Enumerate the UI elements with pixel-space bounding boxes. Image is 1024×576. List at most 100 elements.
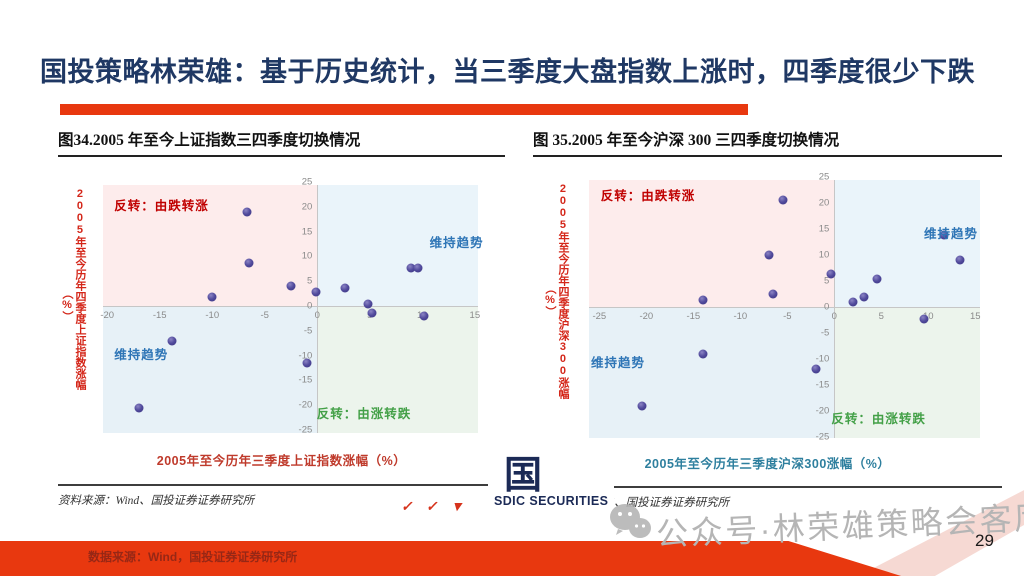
y-axis-unit: （%） bbox=[60, 288, 73, 322]
quadrant-bg-bl bbox=[103, 306, 318, 433]
scatter-point bbox=[340, 283, 350, 293]
scatter-point bbox=[811, 364, 821, 374]
scatter-point bbox=[406, 263, 416, 273]
x-tick-label: -20 bbox=[100, 310, 115, 322]
scatter-point bbox=[826, 269, 836, 279]
x-axis-line bbox=[589, 306, 980, 308]
quadrant-label-br: 反转：由涨转跌 bbox=[831, 412, 926, 427]
quadrant-label-bl: 维持趋势 bbox=[114, 347, 169, 362]
chart-title: 图34.2005 年至今上证指数三四季度切换情况 bbox=[58, 128, 505, 157]
quadrant-label-tl: 反转：由跌转涨 bbox=[114, 198, 209, 213]
y-tick-label: -10 bbox=[298, 350, 313, 362]
quadrant-bg-br bbox=[317, 306, 478, 433]
scatter-point bbox=[367, 308, 377, 318]
quadrant-label-br: 反转：由涨转跌 bbox=[316, 407, 412, 422]
scatter-point bbox=[764, 250, 774, 260]
x-tick-label: 0 bbox=[314, 310, 320, 322]
x-axis-title: 2005年至今历年三季度上证指数涨幅（%） bbox=[156, 454, 407, 468]
scatter-point bbox=[872, 274, 882, 284]
scatter-point bbox=[207, 292, 217, 302]
scatter-point bbox=[919, 314, 929, 324]
quadrant-label-bl: 维持趋势 bbox=[590, 355, 645, 370]
scatter-point bbox=[637, 401, 647, 411]
y-axis-line bbox=[317, 185, 319, 433]
y-axis-label-text: 2005年至今历年四季度沪深300涨幅 bbox=[556, 183, 569, 399]
scatter-point bbox=[955, 255, 965, 265]
y-tick-label: -15 bbox=[298, 374, 313, 386]
chart-panel-shanghai-index: 图34.2005 年至今上证指数三四季度切换情况 2005年至今历年四季度上证指… bbox=[58, 128, 505, 507]
wechat-icon bbox=[608, 502, 654, 549]
x-axis-line bbox=[103, 306, 478, 308]
scatter-point bbox=[698, 349, 708, 359]
scatter-point bbox=[244, 258, 254, 268]
scatter-point bbox=[167, 336, 177, 346]
y-axis-line bbox=[834, 180, 836, 438]
scatter-point bbox=[859, 292, 869, 302]
y-tick-label: 10 bbox=[301, 250, 313, 262]
quadrant-bg-bl bbox=[589, 306, 835, 438]
x-tick-label: -10 bbox=[733, 310, 748, 322]
quadrant-bg-br bbox=[834, 306, 980, 438]
y-tick-label: 20 bbox=[818, 197, 830, 209]
y-tick-label: -25 bbox=[815, 431, 830, 443]
scatter-point bbox=[768, 289, 778, 299]
x-tick-label: -15 bbox=[152, 310, 167, 322]
y-axis-label: 2005年至今历年四季度沪深300涨幅 （%） bbox=[543, 183, 569, 438]
y-tick-label: -15 bbox=[815, 379, 830, 391]
footer-data-source: 数据来源：Wind，国投证券证券研究所 bbox=[88, 550, 298, 564]
y-axis-unit: （%） bbox=[543, 283, 556, 317]
scatter-point bbox=[778, 195, 788, 205]
sdic-logo-text: SDIC SECURITIES bbox=[494, 494, 609, 509]
x-tick-label: 5 bbox=[878, 310, 884, 322]
check-icon: ✓ bbox=[400, 498, 416, 514]
chart-panel-csi300: 图 35.2005 年至今沪深 300 三四季度切换情况 2005年至今历年四季… bbox=[533, 128, 1002, 509]
x-tick-label: -15 bbox=[686, 310, 701, 322]
scatter-point bbox=[311, 287, 321, 297]
footer-red-bar bbox=[0, 541, 902, 576]
y-axis-label: 2005年至今历年四季度上证指数涨幅 （%） bbox=[60, 188, 86, 438]
y-tick-label: -20 bbox=[298, 399, 313, 411]
sdic-logo: 国 SDIC SECURITIES bbox=[488, 455, 615, 511]
x-tick-label: -25 bbox=[592, 310, 607, 322]
x-tick-label: 15 bbox=[469, 310, 481, 322]
y-tick-label: 25 bbox=[818, 171, 830, 183]
x-tick-label: 0 bbox=[831, 310, 837, 322]
scatter-point bbox=[286, 281, 296, 291]
scatter-point bbox=[939, 230, 949, 240]
quadrant-label-tl: 反转：由跌转涨 bbox=[600, 189, 696, 204]
x-axis-title: 2005年至今历年三季度沪深300涨幅（%） bbox=[644, 457, 891, 471]
x-tick-label: -5 bbox=[783, 310, 792, 322]
quadrant-bg-tl bbox=[589, 180, 835, 307]
x-tick-label: 15 bbox=[970, 310, 981, 322]
quadrant-label-tr: 维持趋势 bbox=[924, 226, 979, 241]
plot-area: -20-15-10-50510152520151050-5-10-15-20-2… bbox=[100, 177, 482, 436]
quadrant-bg-tr bbox=[834, 180, 980, 307]
check-icon: ✓ bbox=[425, 498, 441, 514]
y-tick-label: -5 bbox=[820, 327, 830, 339]
red-check-marks: ✓ ✓ ▼ bbox=[400, 498, 468, 515]
y-tick-label: 25 bbox=[301, 176, 313, 188]
page-title: 国投策略林荣雄：基于历史统计，当三季度大盘指数上涨时，四季度很少下跌 bbox=[40, 57, 975, 87]
triangle-icon: ▼ bbox=[449, 498, 468, 514]
scatter-point bbox=[698, 295, 708, 305]
scatter-point bbox=[134, 403, 144, 413]
chart-title: 图 35.2005 年至今沪深 300 三四季度切换情况 bbox=[533, 128, 1002, 157]
y-tick-label: 0 bbox=[824, 301, 830, 313]
scatter-point bbox=[848, 297, 858, 307]
y-tick-label: 20 bbox=[301, 201, 313, 213]
y-tick-label: 5 bbox=[824, 275, 830, 287]
y-tick-label: 5 bbox=[306, 275, 313, 287]
y-tick-label: 0 bbox=[306, 300, 313, 312]
x-tick-label: -10 bbox=[205, 310, 220, 322]
scatter-point bbox=[302, 358, 312, 368]
y-tick-label: -25 bbox=[298, 424, 313, 436]
source-note: 资料来源：Wind、国投证券证券研究所 bbox=[58, 484, 505, 508]
scatter-point bbox=[363, 299, 373, 309]
x-tick-label: 10 bbox=[923, 310, 934, 322]
y-tick-label: 10 bbox=[818, 249, 830, 261]
y-tick-label: 15 bbox=[301, 226, 313, 238]
sdic-logo-icon: 国 bbox=[504, 455, 543, 497]
title-underline-bar bbox=[60, 104, 748, 115]
quadrant-bg-tl bbox=[103, 185, 318, 307]
